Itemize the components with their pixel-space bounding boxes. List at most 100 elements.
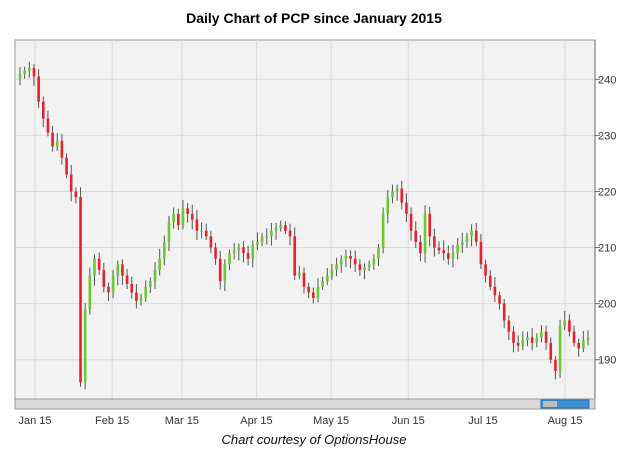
plot-background: [14, 39, 596, 400]
candle-body: [470, 230, 473, 237]
candle-body: [377, 247, 380, 259]
candle-body: [358, 264, 362, 270]
candle-body: [130, 284, 134, 293]
candle-body: [18, 73, 22, 79]
candle-body: [395, 188, 399, 192]
candle-body: [251, 244, 255, 259]
candle-body: [260, 236, 264, 242]
candle-body: [419, 241, 422, 254]
x-tick-label: Jan 15: [18, 415, 51, 427]
candle-body: [93, 258, 96, 276]
candle-body: [391, 191, 394, 198]
candle-body: [167, 222, 171, 242]
candle-body: [55, 140, 59, 147]
candle-body: [563, 320, 567, 327]
x-tick-label: Feb 15: [95, 415, 129, 427]
x-tick-label: Aug 15: [548, 415, 583, 427]
candle-body: [456, 244, 459, 254]
scrollbar-thumb[interactable]: [540, 399, 590, 409]
candle-body: [512, 331, 515, 343]
candle-body: [353, 258, 357, 265]
candle-body: [163, 241, 166, 259]
candle-body: [400, 188, 404, 203]
candle-body: [363, 267, 366, 270]
candle-body: [526, 337, 529, 341]
candle-body: [74, 191, 78, 198]
candle-body: [181, 208, 185, 226]
candle-body: [549, 342, 553, 360]
candle-body: [121, 264, 124, 276]
candle-body: [540, 331, 543, 338]
candlestick-series: [18, 61, 590, 390]
candle-body: [479, 241, 483, 265]
time-scrollbar[interactable]: [14, 398, 596, 410]
x-tick-label: Apr 15: [240, 415, 272, 427]
candle-body: [484, 264, 487, 276]
y-tick-label: 220: [598, 186, 616, 198]
y-tick-label: 190: [598, 355, 616, 367]
candle-body: [242, 247, 245, 254]
candle-body: [521, 340, 525, 346]
candle-body: [88, 275, 92, 310]
candle-body: [288, 230, 292, 237]
candle-body: [516, 342, 520, 346]
candle-body: [344, 255, 348, 259]
y-tick-label: 210: [598, 243, 616, 255]
candle-body: [153, 269, 157, 282]
candle-body: [228, 253, 231, 265]
candle-body: [69, 174, 73, 192]
candle-body: [312, 292, 315, 299]
candle-body: [116, 264, 120, 276]
candle-body: [237, 247, 241, 251]
candle-body: [502, 303, 506, 321]
candle-body: [423, 213, 427, 254]
candle-body: [307, 286, 310, 293]
candle-body: [442, 250, 445, 254]
chart-caption: Chart courtesy of OptionsHouse: [221, 432, 407, 447]
candle-body: [428, 213, 432, 237]
candle-body: [409, 213, 413, 231]
y-tick-label: 200: [598, 299, 616, 311]
candle-body: [586, 337, 590, 341]
candle-body: [372, 258, 376, 265]
candle-body: [102, 269, 106, 287]
candle-body: [149, 281, 152, 287]
scrollbar-track[interactable]: [14, 398, 596, 410]
candle-body: [28, 68, 31, 71]
candle-body: [582, 340, 585, 349]
candle-body: [274, 227, 278, 231]
candle-body: [405, 202, 408, 214]
candle-body: [51, 132, 54, 147]
candle-body: [437, 247, 441, 251]
candle-body: [214, 247, 217, 259]
candle-body: [284, 225, 287, 231]
candle-body: [195, 219, 199, 231]
candle-body: [270, 230, 273, 237]
candle-body: [558, 326, 562, 371]
chart-title: Daily Chart of PCP since January 2015: [186, 10, 442, 26]
candle-body: [176, 213, 180, 226]
candle-body: [256, 241, 259, 245]
candle-body: [60, 140, 64, 158]
x-tick-label: Jul 15: [468, 415, 497, 427]
candle-body: [79, 197, 82, 383]
candle-body: [139, 298, 143, 301]
candle-body: [381, 213, 385, 248]
candle-body: [293, 236, 296, 276]
candle-body: [325, 275, 329, 282]
candle-body: [335, 264, 338, 270]
x-tick-label: May 15: [313, 415, 349, 427]
candle-body: [414, 230, 418, 242]
candle-body: [172, 213, 175, 223]
candle-body: [190, 213, 194, 220]
candle-body: [125, 275, 129, 285]
candle-body: [577, 342, 580, 349]
chart-area: 190 200 210 220 230 240 Jan 15 Feb 15 Mar 15 Apr…: [14, 39, 616, 427]
scrollbar-grip[interactable]: [543, 401, 557, 407]
candle-body: [223, 264, 227, 282]
candle-body: [349, 255, 352, 259]
candle-body: [498, 295, 501, 304]
candle-body: [386, 197, 390, 214]
candle-body: [451, 253, 455, 259]
candle-body: [37, 76, 40, 102]
